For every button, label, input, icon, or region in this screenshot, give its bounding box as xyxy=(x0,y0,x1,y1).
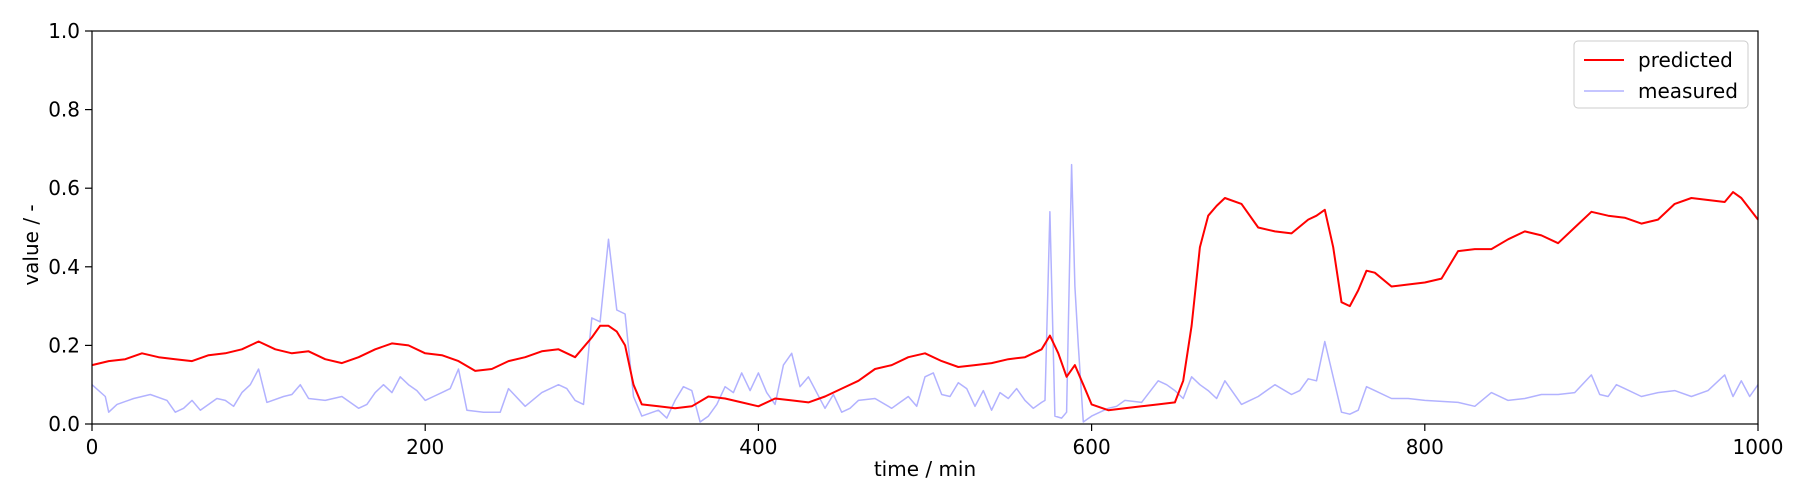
x-tick-label: 800 xyxy=(1406,435,1444,459)
legend-label-measured: measured xyxy=(1638,79,1738,103)
legend: predicted measured xyxy=(1573,40,1749,109)
y-tick-label: 0.6 xyxy=(48,176,80,200)
series-line-measured xyxy=(91,163,1759,423)
series-line-predicted xyxy=(91,191,1759,412)
y-tick-label: 0.4 xyxy=(48,255,80,279)
x-tick-label: 200 xyxy=(406,435,444,459)
y-tick-label: 0.2 xyxy=(48,333,80,357)
axes-frame xyxy=(91,30,1759,425)
y-tick-label: 1.0 xyxy=(48,19,80,43)
x-axis-label: time / min xyxy=(874,457,976,481)
y-axis: 0.0 0.2 0.4 0.6 0.8 1.0 xyxy=(48,19,92,436)
x-axis: 0 200 400 600 800 1000 xyxy=(86,424,1784,459)
x-tick-label: 400 xyxy=(739,435,777,459)
y-tick-label: 0.0 xyxy=(48,412,80,436)
legend-label-predicted: predicted xyxy=(1638,48,1733,72)
x-tick-label: 1000 xyxy=(1733,435,1784,459)
x-tick-label: 600 xyxy=(1073,435,1111,459)
x-tick-label: 0 xyxy=(86,435,99,459)
y-tick-label: 0.8 xyxy=(48,98,80,122)
y-axis-label: value / - xyxy=(19,204,43,285)
plot-area xyxy=(91,30,1759,425)
